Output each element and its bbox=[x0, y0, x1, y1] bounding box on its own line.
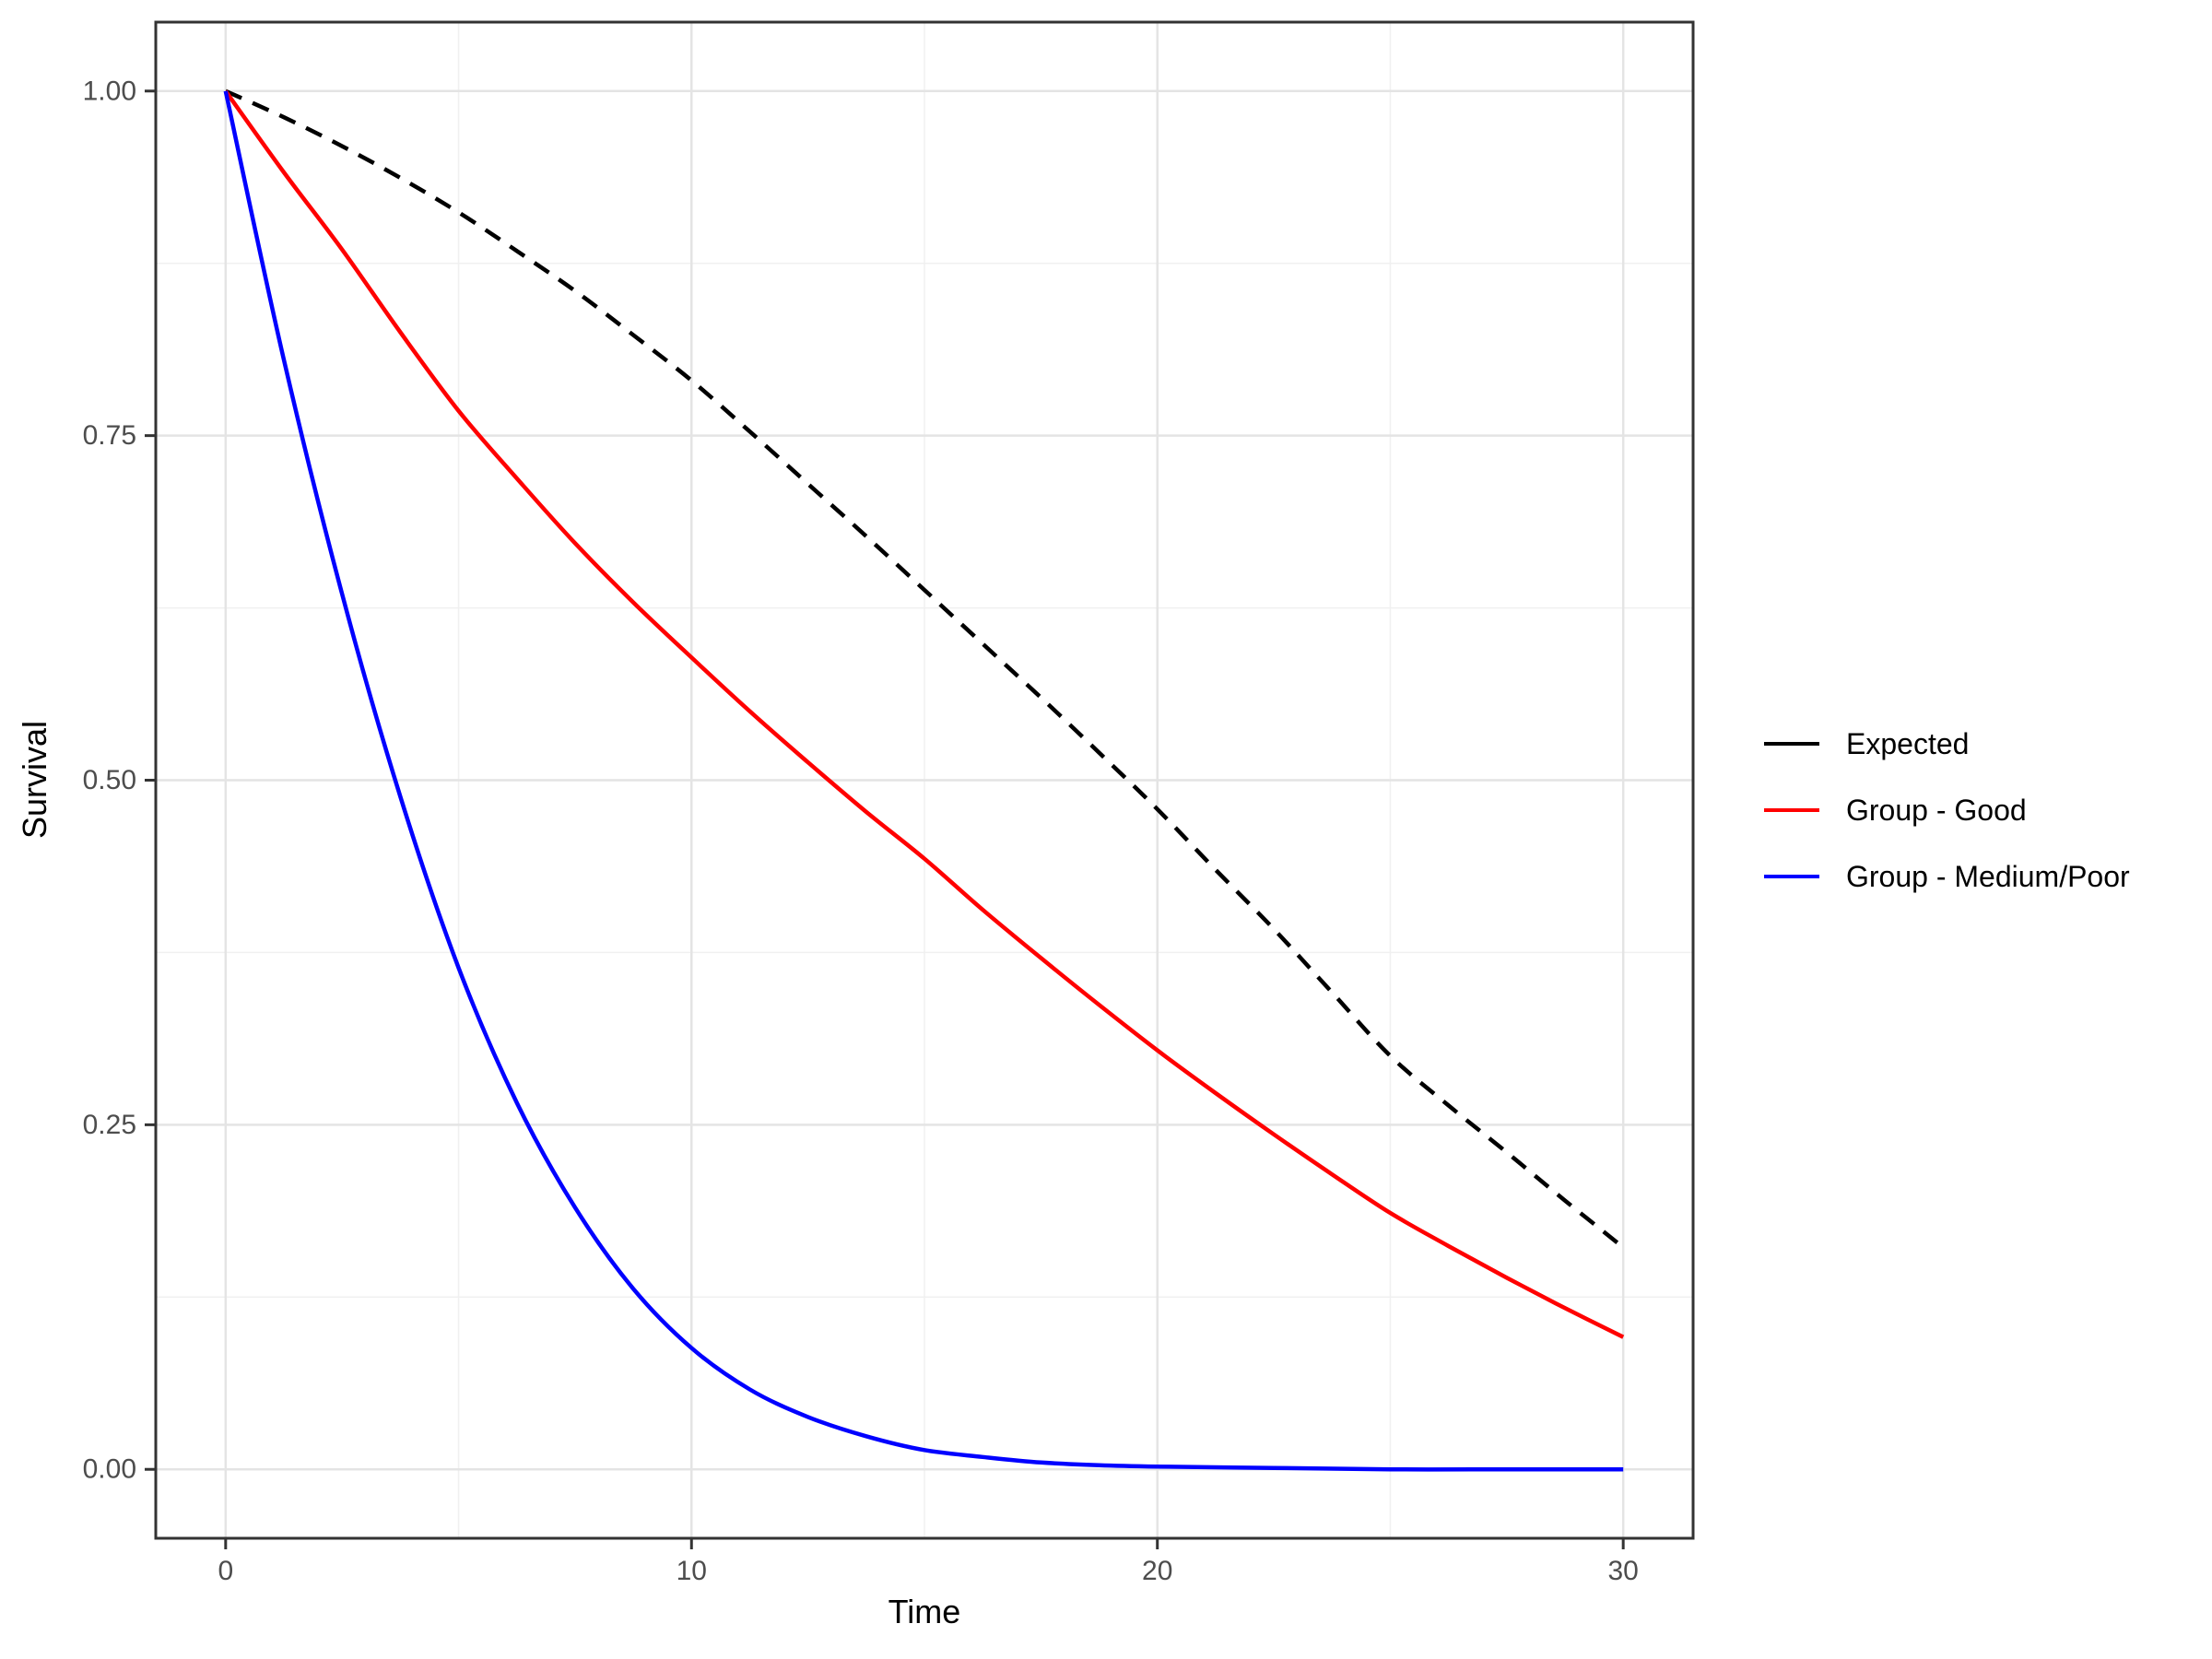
x-tick-label: 20 bbox=[1142, 1556, 1172, 1586]
y-tick-label: 0.00 bbox=[83, 1454, 136, 1485]
y-tick-label: 0.25 bbox=[83, 1110, 136, 1140]
legend-label-group-medium-poor: Group - Medium/Poor bbox=[1846, 859, 2130, 893]
survival-curve-group-medium-poor bbox=[223, 90, 1624, 1472]
x-axis-title: Time bbox=[888, 1593, 961, 1630]
y-axis-title: Survival bbox=[16, 720, 53, 840]
legend: Expected Group - Good Group - Medium/Poor bbox=[1764, 711, 2130, 910]
legend-key-line-group-good bbox=[1764, 808, 1819, 812]
legend-item-group-medium-poor: Group - Medium/Poor bbox=[1764, 843, 2130, 910]
x-tick-label: 10 bbox=[677, 1556, 707, 1586]
x-tick-label: 0 bbox=[218, 1556, 233, 1586]
legend-key-line-expected bbox=[1764, 742, 1819, 746]
y-tick-label: 0.50 bbox=[83, 765, 136, 795]
y-tick-label: 0.75 bbox=[83, 420, 136, 451]
legend-label-expected: Expected bbox=[1846, 726, 1970, 760]
legend-item-expected: Expected bbox=[1764, 711, 2130, 777]
y-tick-label: 1.00 bbox=[83, 76, 136, 106]
survival-curve-group-good bbox=[223, 89, 1625, 1339]
survival-curve-expected bbox=[224, 88, 1625, 1250]
legend-label-group-good: Group - Good bbox=[1846, 793, 2027, 827]
x-tick-label: 30 bbox=[1607, 1556, 1638, 1586]
legend-item-group-good: Group - Good bbox=[1764, 777, 2130, 843]
legend-key-line-group-medium-poor bbox=[1764, 875, 1819, 878]
